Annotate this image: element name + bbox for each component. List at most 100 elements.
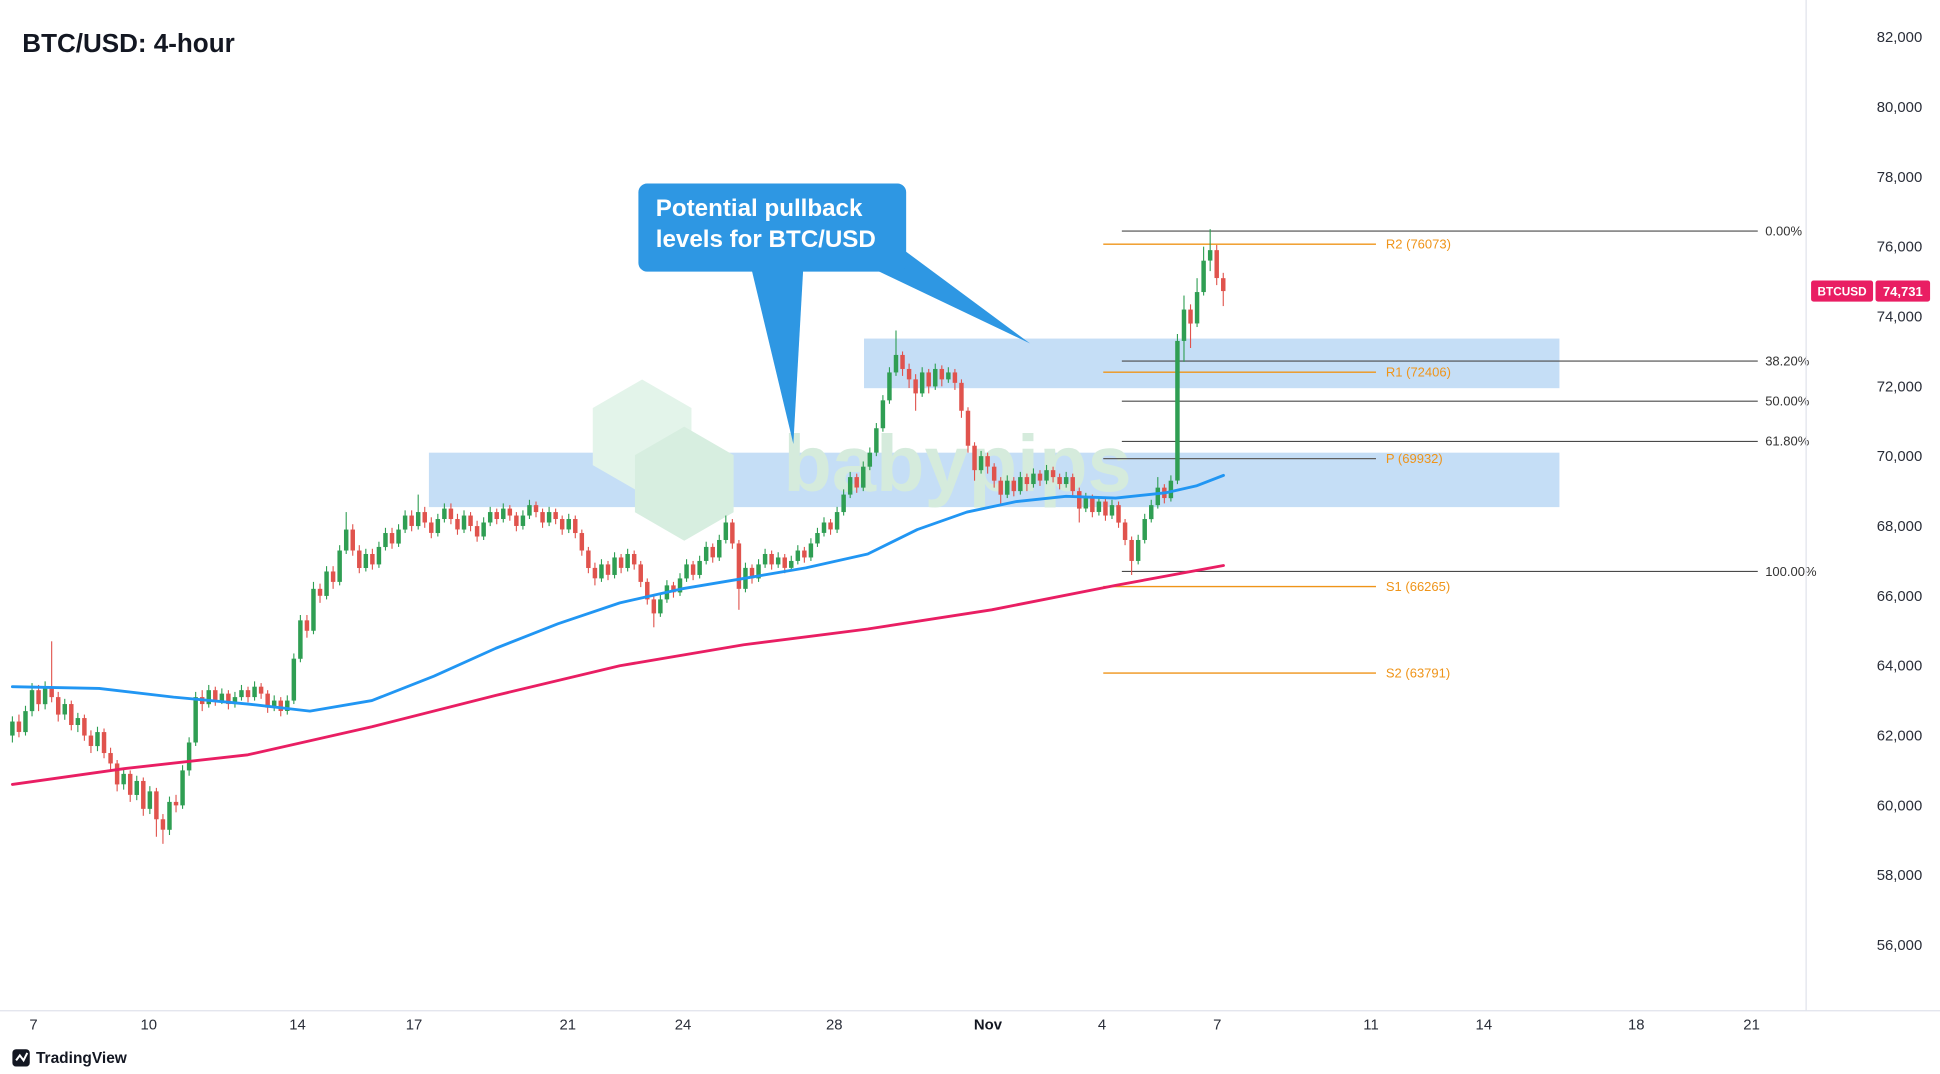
- babypips-hexagon-icon: [634, 426, 734, 541]
- candle: [861, 461, 866, 492]
- time-axis-label: 14: [1476, 1017, 1493, 1033]
- price-badge-text: 74,731: [1883, 284, 1923, 299]
- candle: [566, 513, 571, 534]
- candle: [101, 728, 107, 759]
- tradingview-logo-icon: [12, 1049, 30, 1067]
- callout-box[interactable]: [638, 183, 907, 272]
- candle: [1122, 519, 1128, 546]
- babypips-watermark: babypips: [592, 379, 1132, 541]
- candle: [363, 548, 369, 572]
- candle: [946, 367, 951, 383]
- candlestick-series: [10, 229, 1226, 844]
- candle: [723, 515, 729, 544]
- candle: [1221, 272, 1226, 307]
- candle: [23, 705, 28, 736]
- pullback-zone[interactable]: [864, 338, 1560, 389]
- callout-pointer-upper-zone: [871, 251, 1031, 344]
- candle: [206, 684, 211, 708]
- symbol-badge-text: BTCUSD: [1818, 285, 1867, 298]
- pivot-label: P (69932): [1386, 451, 1443, 466]
- candle: [448, 503, 454, 525]
- callout-annotation[interactable]: Potential pullback levels for BTC/USD: [638, 183, 1031, 444]
- candle: [245, 686, 251, 703]
- price-axis-label: 82,000: [1877, 30, 1922, 46]
- time-axis-label: 11: [1363, 1017, 1378, 1033]
- symbol-badge: [1811, 280, 1874, 302]
- candle: [160, 814, 166, 844]
- candle: [62, 698, 67, 720]
- candle: [324, 566, 329, 600]
- candle: [82, 714, 87, 741]
- fib-label: 61.80%: [1765, 434, 1810, 449]
- pivot-label: R2 (76073): [1386, 237, 1451, 252]
- candle: [298, 615, 303, 663]
- candle: [658, 594, 663, 617]
- time-axis-label: 28: [826, 1017, 843, 1033]
- time-axis-label: 4: [1098, 1017, 1106, 1033]
- candle: [756, 559, 761, 582]
- candle: [1214, 244, 1219, 286]
- ma-line-blue: [10, 473, 1225, 713]
- candle: [795, 545, 801, 565]
- candle: [919, 367, 925, 397]
- fib-retracement[interactable]: 0.00% 38.20% 50.00% 61.80% 100.00%: [1121, 223, 1817, 579]
- candle: [730, 519, 735, 549]
- candle: [762, 548, 768, 568]
- candle: [1018, 471, 1023, 495]
- candle: [1057, 473, 1062, 490]
- time-axis-label: 7: [1213, 1017, 1221, 1033]
- price-axis-label: 70,000: [1877, 449, 1922, 465]
- candle: [874, 423, 879, 457]
- candle: [893, 330, 899, 376]
- candle: [337, 545, 342, 586]
- candle: [1103, 498, 1108, 521]
- candle: [311, 581, 316, 635]
- price-axis[interactable]: 82,000 80,000 78,000 76,000 74,000 72,000 70,0…: [1877, 30, 1922, 954]
- pivot-label: R1 (72406): [1386, 365, 1451, 380]
- candle: [1037, 470, 1043, 486]
- candle: [252, 681, 257, 701]
- candle: [651, 595, 657, 628]
- candle: [789, 555, 794, 572]
- candle: [55, 691, 61, 722]
- time-axis[interactable]: 7 10 14 17 21 24 28 Nov 4 7 11 14 18 21: [29, 1017, 1760, 1033]
- candle: [749, 564, 755, 584]
- candle: [926, 368, 931, 394]
- candle: [481, 517, 486, 540]
- price-axis-label: 72,000: [1877, 379, 1922, 395]
- pivot-levels[interactable]: R2 (76073) R1 (72406) P (69932) S1 (66265) S…: [1103, 237, 1451, 681]
- candle: [1207, 229, 1213, 272]
- fib-label: 0.00%: [1765, 223, 1802, 238]
- candle: [1129, 536, 1134, 575]
- candle: [285, 695, 290, 715]
- fib-label: 50.00%: [1765, 394, 1810, 409]
- candle: [573, 515, 578, 539]
- price-axis-label: 78,000: [1877, 170, 1922, 186]
- chart-title: BTC/USD: 4-hour: [22, 28, 234, 58]
- candle: [586, 546, 591, 574]
- time-axis-label: 24: [675, 1017, 692, 1033]
- candle: [618, 553, 624, 574]
- price-axis-label: 66,000: [1877, 589, 1922, 605]
- tradingview-attribution[interactable]: TradingView: [12, 1049, 128, 1067]
- candle: [1096, 496, 1102, 516]
- candle: [1194, 278, 1200, 328]
- time-axis-label: Nov: [974, 1017, 1003, 1033]
- candle: [579, 529, 585, 556]
- candle: [1149, 499, 1154, 523]
- candle: [900, 351, 905, 376]
- price-badge: [1875, 280, 1931, 302]
- candle: [514, 512, 519, 532]
- candle: [802, 546, 807, 563]
- candle: [1175, 333, 1180, 485]
- candle: [134, 775, 139, 801]
- candle: [501, 503, 506, 523]
- candle: [69, 700, 74, 731]
- candle: [1116, 501, 1121, 528]
- candle: [415, 494, 421, 530]
- candle: [487, 506, 493, 527]
- candle: [461, 510, 467, 534]
- candle: [592, 562, 598, 586]
